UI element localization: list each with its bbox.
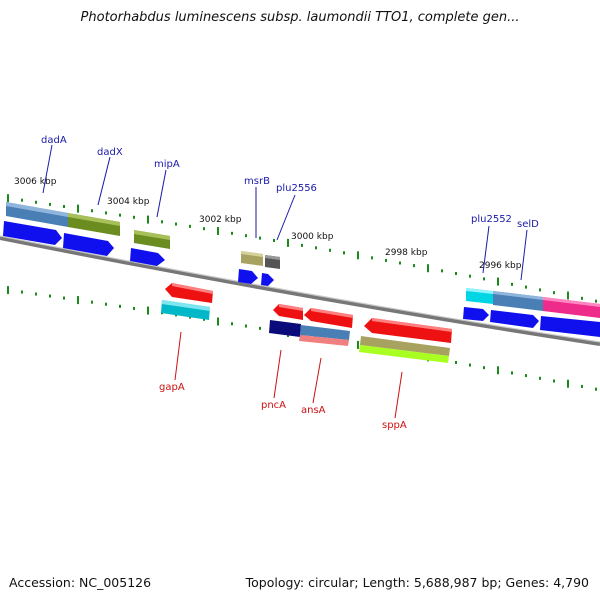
strand-arrows-forward [3,221,600,337]
forward-arrow [540,316,600,337]
gene-block-mipA[interactable] [134,230,170,249]
scale-label-2998: 2998 kbp [385,248,428,258]
forward-arrow [130,248,165,266]
map-title: Photorhabdus luminescens subsp. laumondi… [80,10,520,25]
gene-label-gapA[interactable]: gapA [159,382,185,393]
forward-arrow [63,233,114,256]
leader-lines [42,144,528,419]
forward-arrow [463,307,489,321]
gene-block-selD[interactable] [493,291,543,311]
gene-label-dadX[interactable]: dadX [97,147,123,158]
gene-block-pncA[interactable] [269,304,303,337]
genome-backbone [0,236,600,346]
forward-arrow [490,310,539,328]
gene-block-ansA[interactable] [299,308,353,346]
gene-block-pink[interactable] [543,297,600,318]
genome-summary: Topology: circular; Length: 5,688,987 bp… [245,575,589,590]
gene-block-dadA[interactable] [6,202,68,227]
scale-label-3002: 3002 kbp [199,215,242,225]
gene-block-plu2552[interactable] [466,288,493,304]
gene-block-gapA[interactable] [165,283,213,303]
forward-arrow [3,221,62,245]
forward-arrow [261,273,274,286]
forward-arrow [238,269,258,284]
accession-label: Accession: NC_005126 [9,575,152,590]
gene-block-gapA-lower[interactable] [161,300,210,320]
gene-label-msrB[interactable]: msrB [244,176,270,187]
tick-row-top [7,194,597,303]
scale-label-3006: 3006 kbp [14,177,57,187]
gene-label-sppA[interactable]: sppA [382,420,407,431]
gene-block-sppA[interactable] [359,318,452,363]
scale-label-3000: 3000 kbp [291,232,334,242]
gene-label-ansA[interactable]: ansA [301,405,326,416]
gene-label-mipA[interactable]: mipA [154,159,180,170]
gene-label-pncA[interactable]: pncA [261,400,286,411]
gene-block-msrB[interactable] [241,251,263,266]
gene-block-plu2556[interactable] [265,255,280,269]
gene-label-plu2556[interactable]: plu2556 [276,183,317,194]
gene-block-dadX[interactable] [68,213,120,236]
scale-label-2996: 2996 kbp [479,261,522,271]
gene-label-plu2552[interactable]: plu2552 [471,214,512,225]
scale-label-3004: 3004 kbp [107,197,150,207]
gene-label-dadA[interactable]: dadA [41,135,67,146]
gene-label-selD[interactable]: selD [517,219,539,230]
